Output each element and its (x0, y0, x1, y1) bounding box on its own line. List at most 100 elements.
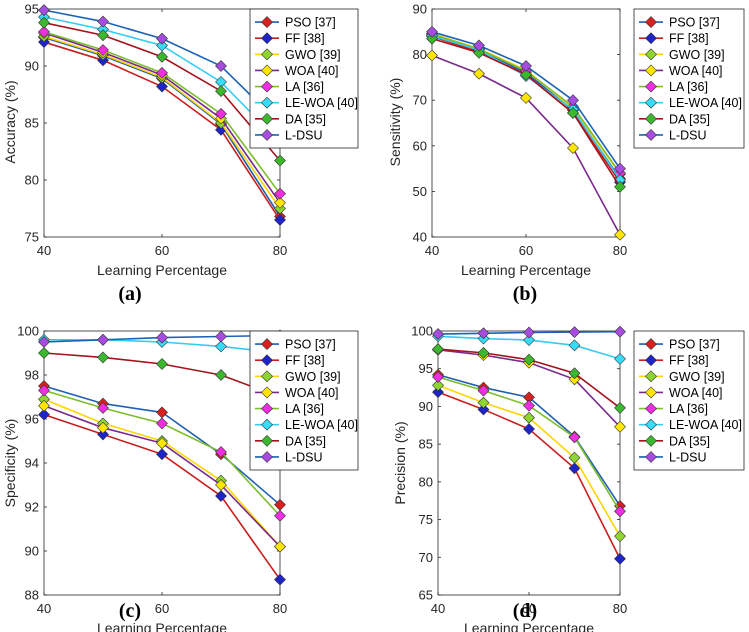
legend-marker-le-woa-40 (645, 96, 657, 109)
legend-label-pso-37: PSO [37] (669, 338, 720, 352)
legend-label-da-35: DA [35] (285, 112, 326, 126)
legend-marker-ff-38 (645, 32, 657, 45)
data-point-la-36 (38, 384, 50, 397)
data-point-woa-40 (473, 67, 485, 80)
legend-marker-la-36 (261, 402, 273, 415)
data-point-woa-40 (426, 49, 438, 62)
data-point-da-35 (156, 358, 168, 370)
data-point-ff-38 (274, 213, 286, 226)
x-tick-label: 80 (613, 601, 627, 616)
legend-marker-l-dsu (261, 129, 273, 141)
legend-marker-gwo-39 (261, 48, 273, 61)
data-point-woa-40 (520, 91, 532, 104)
data-point-woa-40 (156, 437, 168, 450)
y-tick-label: 95 (25, 2, 39, 17)
data-point-gwo-39 (523, 411, 535, 424)
legend: PSO [37] FF [38] GWO [39] WOA [40] LA [36] LE… (633, 330, 745, 471)
data-point-ff-38 (156, 448, 168, 461)
data-point-l-dsu (215, 60, 227, 72)
x-tick-label: 60 (519, 243, 533, 258)
data-point-da-35 (97, 351, 109, 364)
legend-label-la-36: LA [36] (669, 402, 708, 416)
legend-label-l-dsu: L-DSU (669, 128, 707, 142)
x-tick-label: 80 (613, 243, 627, 258)
data-point-da-35 (520, 68, 532, 81)
legend-box (249, 8, 359, 149)
legend-label-ff-38: FF [38] (669, 32, 709, 46)
data-point-da-35 (426, 32, 438, 45)
y-tick-label: 90 (25, 59, 39, 74)
panel-label: (a) (118, 283, 141, 305)
legend-label-da-35: DA [35] (669, 112, 710, 126)
legend-marker-da-35 (645, 112, 657, 125)
data-point-le-woa-40 (215, 340, 227, 353)
y-tick-label: 100 (17, 324, 39, 339)
data-point-ff-38 (38, 408, 50, 421)
data-point-da-35 (215, 369, 227, 381)
legend-label-pso-37: PSO [37] (285, 338, 336, 352)
y-tick-label: 88 (25, 588, 39, 603)
legend-label-l-dsu: L-DSU (669, 450, 707, 464)
legend-marker-l-dsu (645, 451, 657, 463)
data-point-la-36 (274, 187, 286, 200)
data-point-l-dsu (477, 327, 490, 340)
data-point-ff-38 (432, 386, 444, 399)
data-point-woa-40 (614, 420, 626, 433)
legend: PSO [37] FF [38] GWO [39] WOA [40] LA [36] LE… (633, 8, 745, 149)
legend-marker-le-woa-40 (261, 96, 273, 109)
y-tick-label: 96 (25, 412, 39, 427)
y-tick-label: 95 (419, 361, 433, 376)
x-tick-label: 40 (37, 243, 51, 258)
data-point-da-35 (432, 343, 444, 356)
legend-marker-la-36 (261, 80, 273, 93)
legend-label-la-36: LA [36] (285, 402, 324, 416)
legend-marker-pso-37 (261, 338, 273, 350)
data-point-woa-40 (274, 540, 286, 553)
data-point-da-35 (156, 50, 168, 63)
legend-marker-da-35 (645, 434, 657, 447)
legend-label-da-35: DA [35] (285, 434, 326, 448)
data-point-ff-38 (274, 573, 286, 586)
data-point-la-36 (97, 44, 109, 56)
data-point-woa-40 (567, 142, 579, 155)
data-point-da-35 (614, 402, 626, 414)
legend-label-woa-40: WOA [40] (669, 64, 723, 78)
data-point-l-dsu (97, 333, 109, 346)
legend-marker-ff-38 (261, 32, 273, 45)
legend-label-ff-38: FF [38] (285, 354, 325, 368)
data-point-woa-40 (568, 373, 581, 386)
data-point-da-35 (215, 85, 227, 98)
data-point-le-woa-40 (523, 334, 535, 346)
legend-label-l-dsu: L-DSU (285, 128, 323, 142)
data-point-woa-40 (614, 228, 626, 241)
data-point-l-dsu (426, 25, 438, 38)
y-axis-label: Specificity (%) (2, 419, 18, 508)
data-point-ff-38 (568, 462, 581, 475)
legend-marker-le-woa-40 (261, 418, 273, 431)
legend-marker-ff-38 (645, 354, 657, 367)
y-tick-label: 90 (419, 399, 433, 414)
legend-label-woa-40: WOA [40] (285, 386, 339, 400)
y-tick-label: 80 (419, 474, 433, 489)
y-tick-label: 100 (411, 324, 433, 339)
data-point-woa-40 (215, 479, 227, 491)
chart-panel-a: 40 60 80 75 80 85 90 95 Learning Percentage Accur… (2, 2, 359, 305)
data-point-la-36 (38, 25, 50, 38)
legend-label-da-35: DA [35] (669, 434, 710, 448)
legend-marker-la-36 (645, 402, 657, 415)
data-point-l-dsu (567, 94, 579, 107)
legend-marker-pso-37 (261, 16, 273, 28)
data-point-da-35 (567, 107, 579, 119)
data-point-woa-40 (274, 196, 286, 209)
data-point-l-dsu (523, 326, 535, 339)
y-tick-label: 50 (413, 184, 427, 199)
legend-box (633, 330, 745, 471)
data-point-ff-38 (523, 423, 535, 435)
legend-marker-gwo-39 (645, 370, 657, 383)
data-point-da-35 (523, 353, 535, 366)
data-point-la-36 (274, 509, 286, 522)
data-point-da-35 (473, 46, 485, 59)
y-tick-label: 40 (413, 230, 427, 245)
y-tick-label: 94 (25, 456, 39, 471)
data-point-l-dsu (520, 60, 532, 72)
